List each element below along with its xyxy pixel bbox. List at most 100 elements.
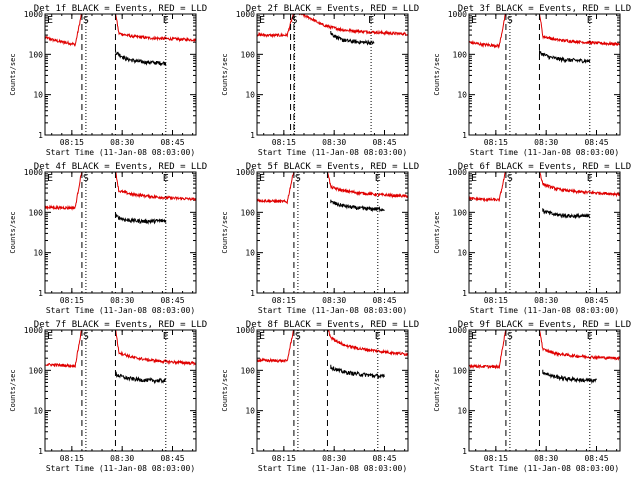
y-tick-label: 10 [457,91,467,100]
plot-frame [44,13,197,136]
y-tick-label: 1000 [448,168,467,177]
panel-det-8: Det 8f BLACK = Events, RED = LLD 1 10 100 10… [221,320,419,473]
panel-curves [469,330,620,451]
events-series-line [542,369,597,385]
y-axis-label: Counts/sec [221,211,229,253]
marker-label-e-start: E [259,173,265,184]
x-tick-label: 08:15 [60,138,84,147]
marker-label-e-start: E [47,331,53,342]
y-tick-label: 1 [38,131,43,140]
marker-label-s: S [292,15,298,26]
marker-label-e-end: E [375,173,381,184]
plot-frame [256,171,409,294]
events-series-line [542,208,590,220]
panel-det-2: Det 2f BLACK = Events, RED = LLD 1 10 100 10… [221,4,419,157]
marker-label-e-start: E [259,15,265,26]
marker-label-e-start: E [471,173,477,184]
marker-label-e-start: E [471,331,477,342]
plot-frame [468,13,621,136]
marker-label-e-end: E [587,15,593,26]
panel-title: Det 2f BLACK = Events, RED = LLD [246,4,419,14]
x-tick-label: 08:45 [160,296,184,305]
marker-label-s: S [83,15,89,26]
marker-label-e-start: E [47,173,53,184]
panel-det-7: Det 7f BLACK = Events, RED = LLD 1 10 100 10… [9,320,207,473]
marker-label-e-start: E [471,15,477,26]
events-series-line [330,364,385,380]
lld-series-line [45,172,196,211]
marker-label-e-end: E [587,331,593,342]
marker-label-e-end: E [163,331,169,342]
x-axis-label: Start Time (11-Jan-08 08:03:00) [258,148,407,157]
plot-frame [44,329,197,452]
x-tick-label: 08:30 [322,138,346,147]
y-axis-label: Counts/sec [9,369,17,411]
panel-title: Det 8f BLACK = Events, RED = LLD [246,320,419,330]
y-tick-label: 10 [245,249,255,258]
x-tick-label: 08:45 [372,296,396,305]
panel-curves [257,14,408,135]
marker-label-s: S [83,173,89,184]
y-tick-label: 1 [462,447,467,456]
x-tick-label: 08:15 [272,454,296,463]
x-axis-label: Start Time (11-Jan-08 08:03:00) [258,306,407,315]
y-axis-label: Counts/sec [433,53,441,95]
x-tick-label: 08:15 [60,296,84,305]
x-tick-label: 08:30 [534,454,558,463]
y-tick-label: 1 [250,447,255,456]
panel-curves [45,14,196,135]
panel-title: Det 7f BLACK = Events, RED = LLD [34,320,207,330]
x-tick-label: 08:45 [584,138,608,147]
y-tick-label: 100 [453,366,468,375]
lld-series-line [469,172,620,203]
y-tick-label: 1000 [236,10,255,19]
x-tick-label: 08:30 [534,138,558,147]
x-tick-label: 08:30 [110,454,134,463]
x-axis-label: Start Time (11-Jan-08 08:03:00) [46,306,195,315]
y-tick-label: 1000 [236,326,255,335]
marker-label-e-end: E [368,15,374,26]
y-tick-label: 10 [33,91,43,100]
y-tick-label: 10 [245,91,255,100]
marker-label-e-end: E [587,173,593,184]
y-tick-label: 10 [33,407,43,416]
x-tick-label: 08:15 [484,454,508,463]
y-tick-label: 1 [462,131,467,140]
y-tick-label: 100 [29,366,44,375]
x-tick-label: 08:30 [110,138,134,147]
panel-curves [469,14,620,135]
panel-det-4: Det 4f BLACK = Events, RED = LLD 1 10 100 10… [9,162,207,315]
x-tick-label: 08:15 [60,454,84,463]
lld-series-line [469,14,620,50]
events-series-line [115,49,167,67]
events-series-line [539,50,591,64]
panel-title: Det 6f BLACK = Events, RED = LLD [458,162,631,172]
x-axis-label: Start Time (11-Jan-08 08:03:00) [258,464,407,473]
y-tick-label: 1 [38,447,43,456]
plot-frame [44,171,197,294]
panel-title: Det 5f BLACK = Events, RED = LLD [246,162,419,172]
marker-label-s: S [83,331,89,342]
x-tick-label: 08:30 [322,454,346,463]
panel-curves [45,330,196,451]
y-axis-label: Counts/sec [221,369,229,411]
y-tick-label: 1 [462,289,467,298]
x-tick-label: 08:30 [534,296,558,305]
y-axis-label: Counts/sec [433,369,441,411]
panel-det-1: Det 1f BLACK = Events, RED = LLD 1 10 100 10… [9,4,207,157]
x-tick-label: 08:15 [484,138,508,147]
marker-label-e-start: E [259,331,265,342]
x-tick-label: 08:30 [322,296,346,305]
y-tick-label: 100 [29,50,44,59]
events-series-line [115,213,167,225]
y-tick-label: 100 [241,366,256,375]
y-tick-label: 1 [250,289,255,298]
events-series-line [330,199,385,213]
y-tick-label: 1 [38,289,43,298]
x-tick-label: 08:30 [110,296,134,305]
marker-label-s: S [507,331,513,342]
y-tick-label: 1000 [236,168,255,177]
y-tick-label: 100 [241,50,256,59]
y-axis-label: Counts/sec [433,211,441,253]
y-tick-label: 1000 [24,326,43,335]
